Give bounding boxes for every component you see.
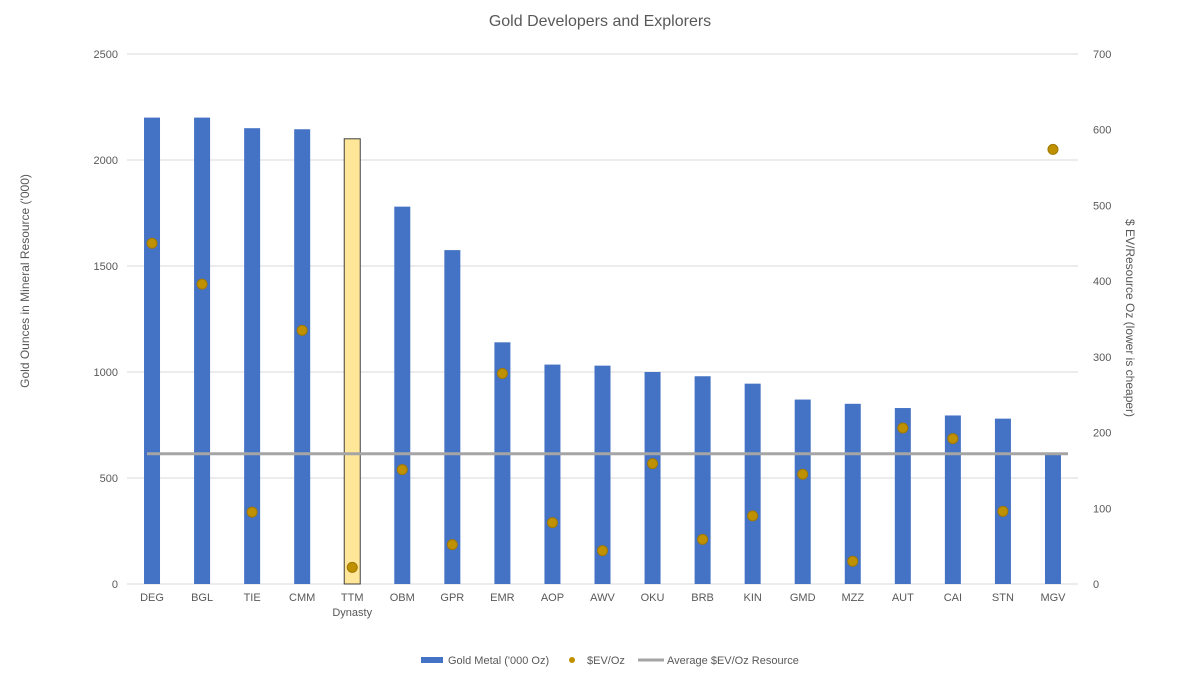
x-tick-label: TIE xyxy=(244,592,261,604)
ev-marker xyxy=(396,464,408,476)
bar xyxy=(994,418,1011,584)
x-tick-label: GMD xyxy=(790,592,816,604)
left-tick-label: 2000 xyxy=(94,155,118,167)
bar xyxy=(544,364,561,584)
ev-marker xyxy=(847,555,859,567)
ev-marker xyxy=(146,237,158,249)
x-tick-label: CMM xyxy=(289,592,315,604)
ev-marker xyxy=(446,539,458,551)
x-tick-label: KIN xyxy=(743,592,761,604)
bar-series xyxy=(144,117,1061,585)
x-axis-ticks: DEG BGL TIE CMM TTM Dynasty OBM GPR EMR AOP AWV OKU… xyxy=(140,592,1066,619)
bar xyxy=(144,117,161,584)
bar xyxy=(394,206,411,584)
ev-marker xyxy=(747,510,759,522)
right-tick-label: 100 xyxy=(1093,503,1111,515)
ev-marker xyxy=(997,505,1009,517)
right-tick-label: 500 xyxy=(1093,200,1111,212)
ev-marker xyxy=(797,468,809,480)
ev-marker xyxy=(496,368,508,380)
x-tick-label: STN xyxy=(992,592,1014,604)
right-tick-label: 600 xyxy=(1093,125,1111,137)
legend-marker-label: $EV/Oz xyxy=(587,655,625,667)
x-tick-label: AWV xyxy=(590,592,615,604)
ev-marker xyxy=(346,561,358,573)
left-tick-label: 0 xyxy=(112,579,118,591)
x-tick-label: AUT xyxy=(892,592,914,604)
bar xyxy=(594,365,611,584)
legend: Gold Metal ('000 Oz) $EV/Oz Average $EV/… xyxy=(421,655,799,667)
bar xyxy=(794,399,811,584)
ev-marker xyxy=(296,324,308,336)
bar xyxy=(694,376,711,584)
x-tick-label: DEG xyxy=(140,592,164,604)
right-tick-label: 0 xyxy=(1093,579,1099,591)
left-axis-title: Gold Ounces in Mineral Resource ('000) xyxy=(18,174,32,388)
ev-marker xyxy=(897,422,909,434)
ev-marker xyxy=(1047,143,1059,155)
x-tick-label: MZZ xyxy=(841,592,864,604)
right-axis-ticks: 0 100 200 300 400 500 600 700 xyxy=(1093,49,1111,591)
chart-title: Gold Developers and Explorers xyxy=(489,13,711,30)
left-tick-label: 1000 xyxy=(94,367,118,379)
x-tick-label: BGL xyxy=(191,592,213,604)
x-tick-label: BRB xyxy=(691,592,714,604)
bar xyxy=(894,408,911,584)
left-tick-label: 1500 xyxy=(94,261,118,273)
right-axis-title: $ EV/Resource Oz (lower is cheaper) xyxy=(1123,219,1137,417)
ev-marker xyxy=(246,506,258,518)
x-tick-sublabel: Dynasty xyxy=(332,607,372,619)
bar xyxy=(494,342,511,584)
right-tick-label: 700 xyxy=(1093,49,1111,61)
right-tick-label: 400 xyxy=(1093,276,1111,288)
x-tick-label: GPR xyxy=(440,592,464,604)
left-axis-ticks: 0 500 1000 1500 2000 2500 xyxy=(94,49,118,591)
x-tick-label: OBM xyxy=(390,592,415,604)
left-tick-label: 2500 xyxy=(94,49,118,61)
legend-marker-swatch xyxy=(569,657,575,663)
right-tick-label: 300 xyxy=(1093,352,1111,364)
bar-highlight xyxy=(343,138,361,585)
ev-marker xyxy=(196,278,208,290)
bar xyxy=(844,403,861,584)
legend-bar-label: Gold Metal ('000 Oz) xyxy=(448,655,549,667)
x-tick-label: TTM xyxy=(341,592,364,604)
bar xyxy=(644,372,661,584)
bar xyxy=(744,383,761,584)
ev-per-oz-series xyxy=(146,143,1059,573)
x-tick-label: CAI xyxy=(944,592,962,604)
x-tick-label: EMR xyxy=(490,592,515,604)
bar xyxy=(294,129,311,584)
legend-line-label: Average $EV/Oz Resource xyxy=(667,655,799,667)
x-tick-label: OKU xyxy=(641,592,665,604)
right-tick-label: 200 xyxy=(1093,428,1111,440)
bar xyxy=(244,128,261,584)
legend-bar-swatch xyxy=(421,657,443,663)
ev-marker xyxy=(947,433,959,445)
ev-marker xyxy=(697,533,709,545)
ev-marker xyxy=(647,458,659,470)
bar xyxy=(944,415,961,584)
bar xyxy=(444,250,461,584)
bar xyxy=(194,117,211,584)
left-tick-label: 500 xyxy=(100,473,118,485)
ev-marker xyxy=(597,545,608,557)
bar xyxy=(1044,453,1061,584)
x-tick-label: MGV xyxy=(1040,592,1066,604)
ev-marker xyxy=(546,517,558,529)
x-tick-label: AOP xyxy=(541,592,564,604)
